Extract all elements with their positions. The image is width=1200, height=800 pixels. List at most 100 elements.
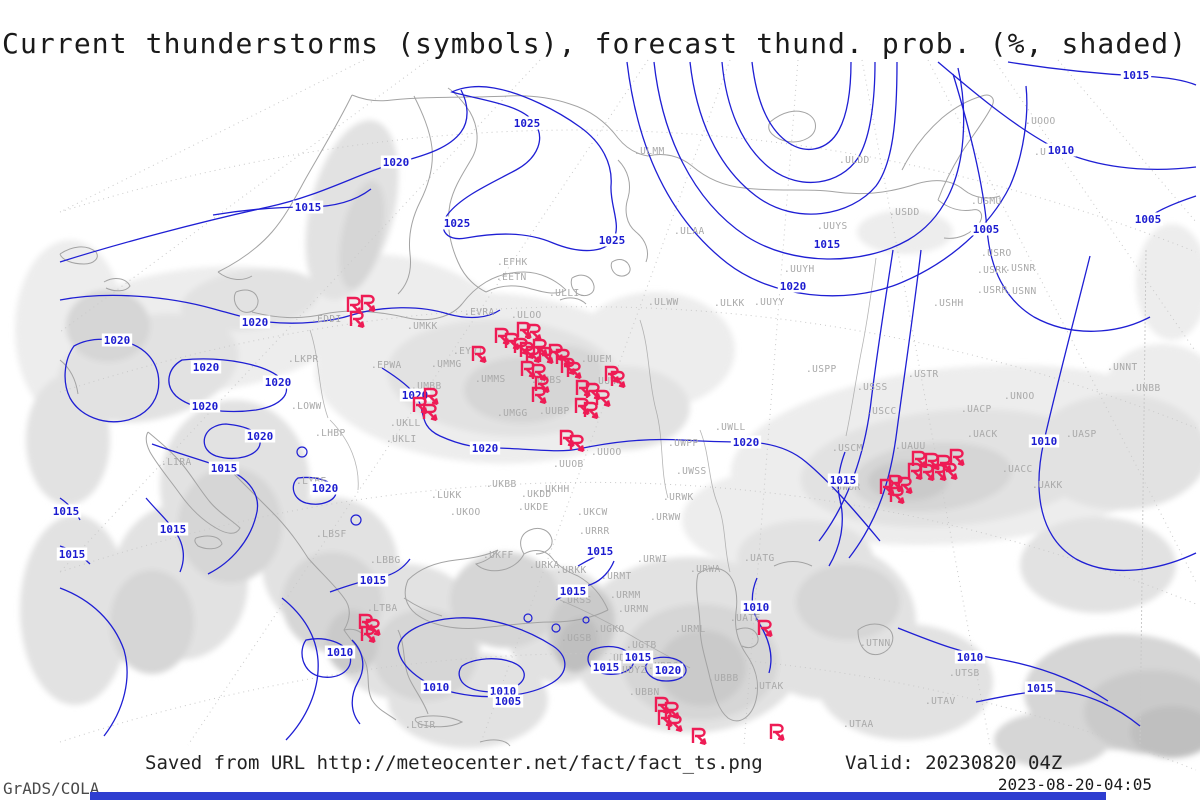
station-label: .UGSB: [561, 633, 592, 644]
isobar-label-bg: [469, 441, 501, 455]
isobar-label: 1020: [104, 334, 131, 347]
station-label: .URWI: [637, 554, 668, 565]
station-label: .UUEM: [581, 354, 612, 365]
station-label: .USCM: [832, 443, 863, 454]
station-label: .UMMS: [475, 374, 506, 385]
station-label: .UKCW: [577, 507, 608, 518]
isobar-label-bg: [954, 650, 986, 664]
isobar-label-bg: [730, 435, 762, 449]
isobar-label: 1015: [360, 574, 387, 587]
isobar-label-bg: [324, 645, 356, 659]
station-label: .URWW: [650, 512, 681, 523]
isobar-label-bg: [380, 155, 412, 169]
station-label: .LGIR: [405, 720, 436, 731]
isobar-label: 1020: [247, 430, 274, 443]
station-label: .ULOO: [511, 310, 542, 321]
isobar-label-bg: [811, 237, 843, 251]
station-label: .USPP: [806, 364, 837, 375]
station-label: .UDYZ: [616, 665, 647, 676]
station-label: .UUYH: [784, 264, 815, 275]
station-label: .UUWW: [592, 376, 623, 387]
station-label: .UAUU: [895, 441, 926, 452]
station-label: .LTBA: [367, 603, 398, 614]
station-label: .UTSB: [949, 668, 980, 679]
isobar-label-bg: [970, 222, 1002, 236]
isobar-labels-layer: 1015 1010 1005 1005 1025 1020 1015 1025 1025 1015…: [50, 68, 1164, 708]
station-label: .UKHH: [539, 484, 570, 495]
isobar-label-bg: [492, 694, 524, 708]
station-label: .USDD: [889, 207, 920, 218]
bottom-bar: [90, 792, 1106, 800]
isobar-label: 1010: [423, 681, 450, 694]
station-label: .UKFF: [483, 550, 514, 561]
station-label: .URWK: [663, 492, 694, 503]
station-label: .ULDD: [839, 155, 870, 166]
isobar-label: 1025: [514, 117, 541, 130]
station-label: .USHH: [933, 298, 964, 309]
isobar-label: 1015: [830, 474, 857, 487]
station-label: .UWLL: [715, 422, 746, 433]
isobar-label-bg: [652, 663, 684, 677]
isobar-label: 1015: [814, 238, 841, 251]
isobar-label: 1015: [625, 651, 652, 664]
station-label: .UMKK: [407, 321, 438, 332]
isobar-label-bg: [590, 660, 622, 674]
isobar-label-bg: [309, 481, 341, 495]
station-label: .ULWW: [648, 297, 679, 308]
grid-lines: [59, 59, 1197, 771]
station-label: .URRR: [579, 526, 610, 537]
station-label: .USNR: [1005, 263, 1036, 274]
isobar-label: 1005: [1135, 213, 1162, 226]
isobar-label: 1010: [327, 646, 354, 659]
station-label: .USCC: [866, 406, 897, 417]
isobar-label-bg: [622, 650, 654, 664]
isobar-label: 1025: [599, 234, 626, 247]
valid-time-text: Valid: 20230820 04Z: [845, 752, 1063, 774]
isobar-label: 1005: [973, 223, 1000, 236]
grads-credit-text: GrADS/COLA: [3, 779, 100, 798]
isobar-label-bg: [596, 233, 628, 247]
station-label: .EPWA: [371, 360, 402, 371]
isobar-label: 1015: [211, 462, 238, 475]
station-label: .UBBB: [708, 673, 739, 684]
station-label: .LBBG: [370, 555, 401, 566]
map-title: Current thunderstorms (symbols), forecas…: [2, 27, 1188, 60]
isobar-label-bg: [56, 547, 88, 561]
station-label: .UASP: [1066, 429, 1097, 440]
station-label: .UKLL: [390, 418, 421, 429]
isobar-label: 1015: [560, 585, 587, 598]
isobar-label: 1025: [444, 217, 471, 230]
station-label: .LOWW: [291, 401, 322, 412]
station-label: .UNOO: [1004, 391, 1035, 402]
isobar-label-bg: [357, 573, 389, 587]
station-label: .UTNN: [860, 638, 891, 649]
station-label: .UNNT: [1107, 362, 1138, 373]
station-label: .UWSS: [676, 466, 707, 477]
station-label: .EFHK: [497, 257, 528, 268]
isobar-label-bg: [1045, 143, 1077, 157]
isobar-label: 1020: [265, 376, 292, 389]
coastlines: [59, 87, 1001, 747]
station-label: .UKDE: [518, 502, 549, 513]
station-label: .UACK: [967, 429, 998, 440]
isobar-label-bg: [584, 544, 616, 558]
isobar-label: 1015: [593, 661, 620, 674]
station-label: .UAKK: [1032, 480, 1063, 491]
station-label: .USNN: [1006, 286, 1037, 297]
isobar-label: 1010: [1048, 144, 1075, 157]
isobar-label-bg: [740, 600, 772, 614]
isobar-label-bg: [189, 399, 221, 413]
isobar-label-bg: [50, 504, 82, 518]
isobar-label: 1015: [1027, 682, 1054, 695]
station-label: .URKA: [529, 560, 560, 571]
station-label: .USRO: [981, 248, 1012, 259]
isobar-label: 1020: [733, 436, 760, 449]
station-label: .UUOO: [591, 447, 622, 458]
station-label: .URWA: [690, 564, 721, 575]
isobar-label-bg: [420, 680, 452, 694]
station-label: .UOOO: [1025, 116, 1056, 127]
isobar-label: 1005: [495, 695, 522, 708]
station-label: .URKK: [556, 565, 587, 576]
station-label: .UATE: [730, 613, 761, 624]
